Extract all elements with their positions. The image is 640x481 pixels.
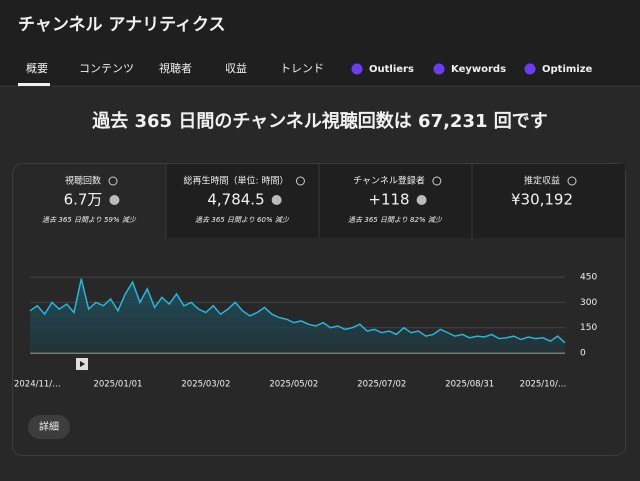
details-button-bg[interactable]	[28, 415, 70, 439]
x-tick-label: 2025/03/02	[181, 380, 230, 390]
metric-icon	[432, 176, 442, 186]
tab-underline	[18, 83, 50, 86]
x-tick-label: 2025/08/31	[445, 380, 494, 390]
metric-value[interactable]: 6.7万	[64, 191, 103, 209]
tab-icon[interactable]	[433, 63, 445, 75]
line	[29, 278, 566, 344]
area-fill	[30, 278, 565, 353]
x-tick-label: 2024/11/…	[14, 380, 61, 390]
tab-icon[interactable]	[351, 63, 363, 75]
metric-trend-icon	[271, 195, 282, 205]
tab[interactable]: Optimize	[542, 64, 593, 75]
metric-icon	[108, 176, 118, 186]
metric-label[interactable]: チャンネル登録者	[353, 175, 425, 187]
y-tick-label: 150	[580, 323, 597, 333]
x-tick-label: 2025/07/02	[357, 380, 406, 390]
metric-label[interactable]: 視聴回数	[65, 175, 101, 187]
metric-trend-icon	[109, 195, 120, 205]
x-tick-label: 2025/01/01	[93, 380, 142, 390]
metric-label[interactable]: 推定収益	[524, 175, 560, 187]
tab[interactable]: トレンド	[280, 62, 324, 75]
headline: 過去 365 日間のチャンネル視聴回数は 67,231 回です	[92, 110, 548, 132]
tab[interactable]: 視聴者	[159, 61, 192, 75]
tab[interactable]: 概要	[26, 62, 48, 75]
metric-icon	[295, 176, 305, 186]
x-tick-label: 2025/10/…	[520, 380, 567, 390]
tab[interactable]: Outliers	[369, 64, 414, 75]
y-tick-label: 300	[580, 298, 597, 308]
metric-note: 過去 365 日間より 60% 減少	[195, 216, 290, 224]
y-tick-label: 450	[580, 273, 597, 283]
tab-icon[interactable]	[524, 63, 536, 75]
metric-label[interactable]: 総再生時間（単位: 時間）	[184, 175, 289, 187]
metric-trend-icon	[416, 195, 427, 205]
tab[interactable]: コンテンツ	[79, 62, 134, 75]
metric-value[interactable]: +118	[368, 191, 409, 209]
metric-note: 過去 365 日間より 59% 減少	[42, 216, 137, 224]
metric-value[interactable]: ¥30,192	[511, 191, 573, 209]
y-tick-label: 0	[580, 349, 586, 359]
details-button[interactable]: 詳細	[39, 420, 59, 433]
page-title: チャンネル アナリティクス	[18, 15, 226, 35]
metric-note: 過去 365 日間より 82% 減少	[348, 216, 443, 224]
x-tick-label: 2025/05/02	[269, 380, 318, 390]
metric-value[interactable]: 4,784.5	[207, 191, 264, 209]
tab[interactable]: 収益	[225, 61, 247, 75]
play-triangle	[80, 361, 85, 367]
metric-icon	[567, 176, 577, 186]
metrics-bg	[166, 164, 625, 238]
tab[interactable]: Keywords	[451, 64, 506, 75]
